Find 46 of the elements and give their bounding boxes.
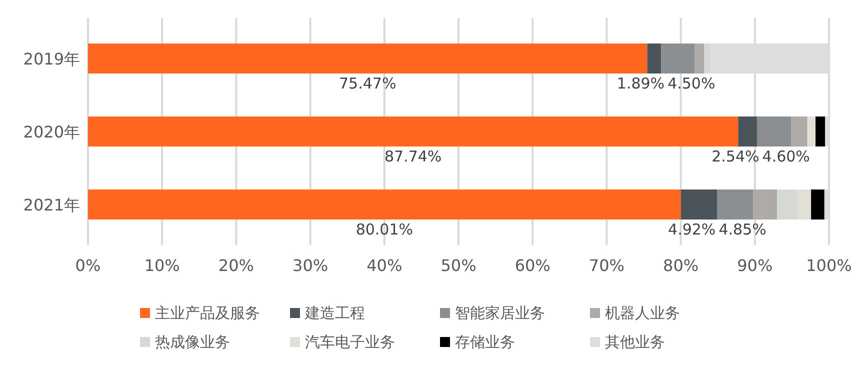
- y-tick-label: 2020年: [23, 122, 80, 142]
- data-label: 4.92%: [668, 220, 716, 238]
- x-tick-label: 40%: [366, 256, 402, 275]
- x-tick-label: 90%: [737, 256, 773, 275]
- bar: [661, 44, 695, 74]
- bar: [756, 116, 792, 146]
- legend-label: 智能家居业务: [455, 304, 545, 322]
- x-tick-label: 80%: [663, 256, 699, 275]
- bar: [738, 116, 757, 146]
- bar: [807, 116, 816, 146]
- data-label: 87.74%: [384, 148, 442, 166]
- x-tick-label: 20%: [218, 256, 254, 275]
- x-tick-label: 10%: [144, 256, 180, 275]
- bar: [680, 190, 718, 220]
- bar: [88, 116, 738, 146]
- legend-label: 存储业务: [455, 333, 515, 351]
- bar: [88, 190, 681, 220]
- x-tick-label: 60%: [514, 256, 550, 275]
- data-label: 4.50%: [668, 74, 716, 92]
- x-tick-label: 100%: [806, 256, 852, 275]
- legend-label: 建造工程: [304, 304, 365, 322]
- legend-label: 主业产品及服务: [155, 304, 260, 322]
- legend-label: 其他业务: [605, 333, 665, 351]
- legend-label: 热成像业务: [155, 333, 230, 351]
- y-tick-label: 2019年: [23, 50, 80, 68]
- bar: [753, 190, 777, 220]
- data-label: 4.60%: [762, 148, 810, 166]
- legend-label: 机器人业务: [605, 304, 680, 322]
- bar: [88, 44, 648, 74]
- y-tick-label: 2021年: [23, 196, 80, 214]
- data-label: 2.54%: [712, 148, 760, 166]
- bar: [816, 116, 826, 146]
- bar: [811, 190, 824, 220]
- data-label: 1.89%: [616, 74, 665, 92]
- bar: [791, 116, 808, 146]
- x-tick-label: 70%: [588, 256, 624, 275]
- data-label: 75.47%: [339, 74, 396, 92]
- legend-label: 汽车电子业务: [305, 333, 395, 351]
- data-label: 80.01%: [356, 220, 414, 238]
- x-tick-label: 50%: [440, 256, 476, 275]
- bar: [647, 44, 662, 74]
- bar: [694, 44, 704, 74]
- x-tick-label: 0%: [75, 256, 101, 275]
- data-label: 4.85%: [718, 220, 766, 238]
- x-tick-label: 30%: [292, 256, 328, 275]
- bar: [717, 190, 754, 220]
